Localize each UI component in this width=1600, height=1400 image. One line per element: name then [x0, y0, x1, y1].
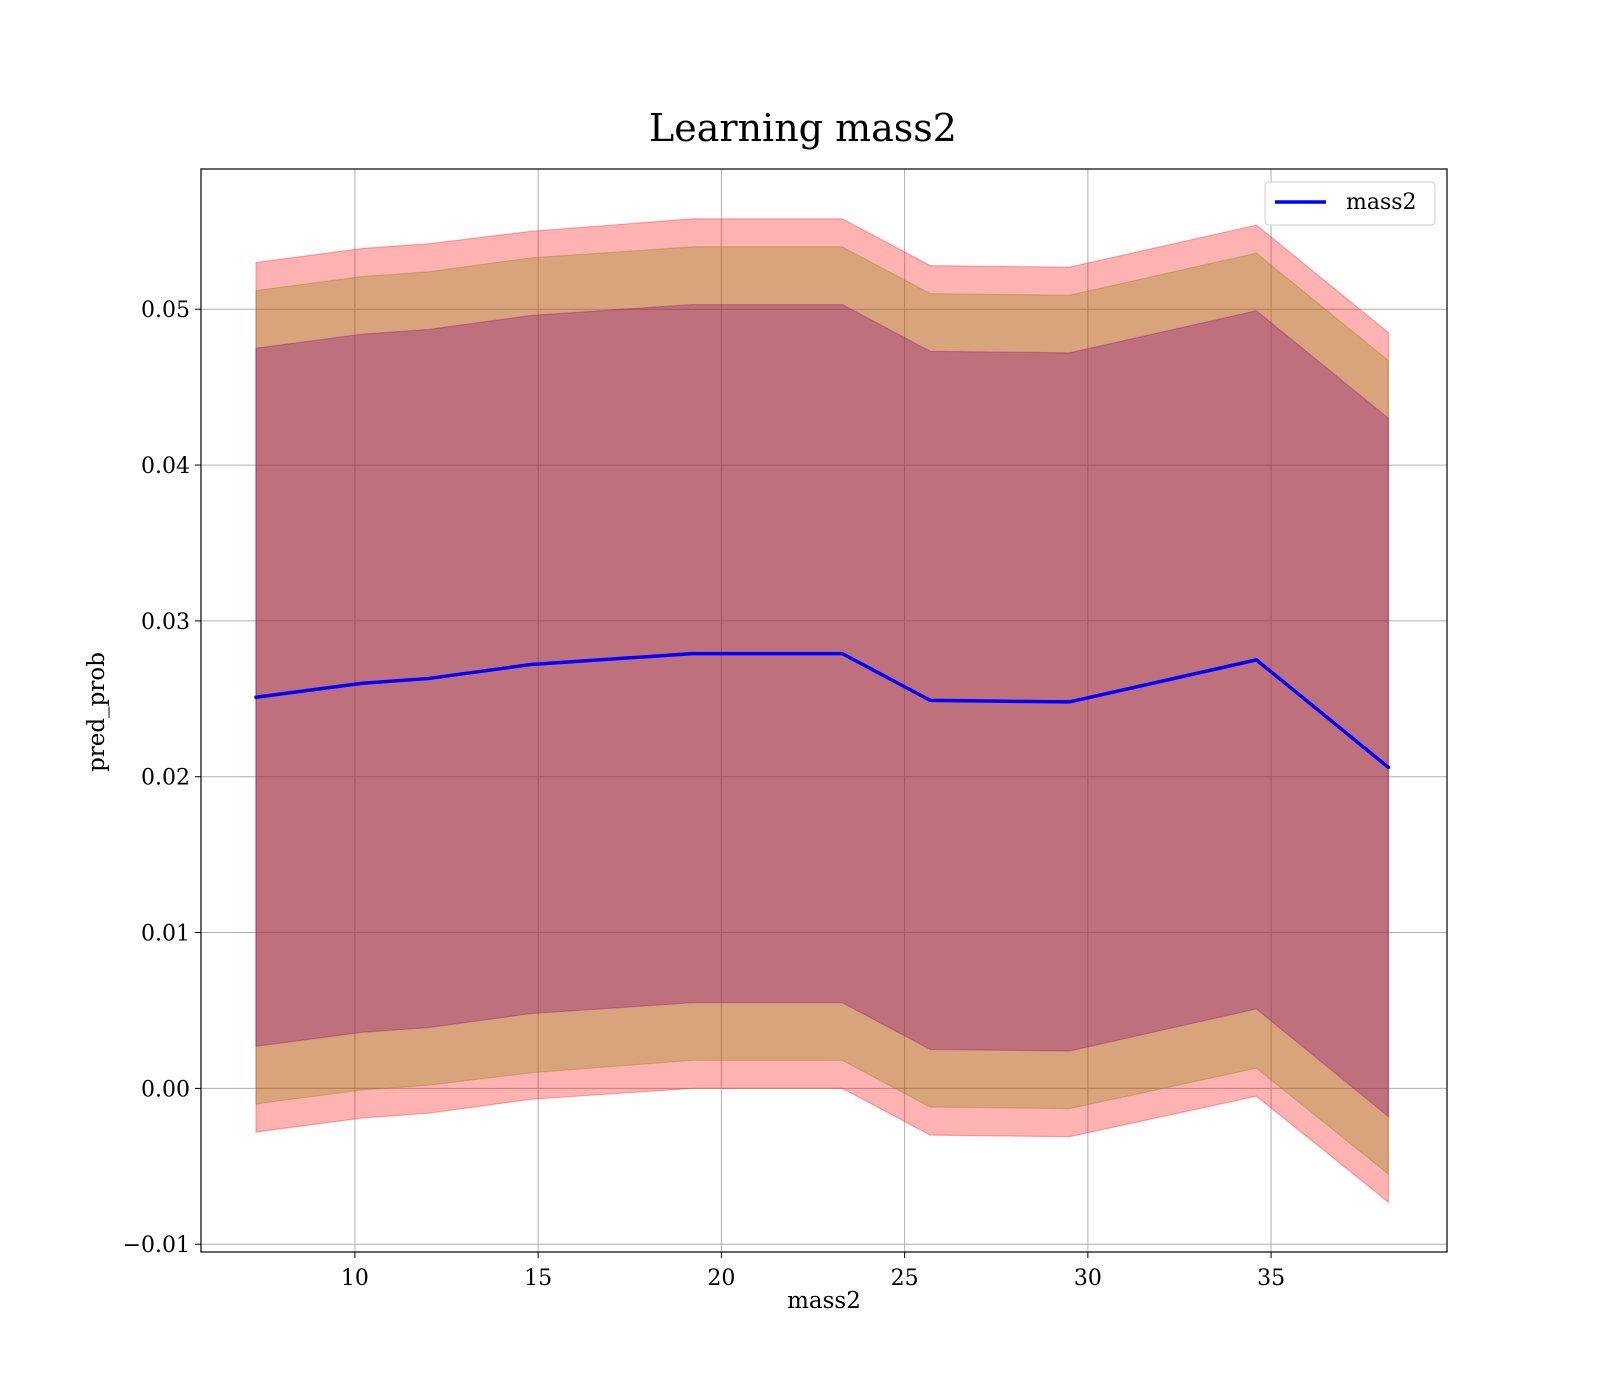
x-tick-label: 25 — [891, 1266, 919, 1291]
plot-frame — [200, 168, 1448, 1253]
x-tick-label: 30 — [1074, 1266, 1102, 1291]
series-lines — [254, 651, 1391, 770]
confidence-band-1 — [255, 218, 1389, 1204]
x-tick-label: 15 — [524, 1266, 552, 1291]
y-tick-label: 0.01 — [141, 922, 190, 947]
legend-box — [1264, 181, 1436, 226]
y-tick-label: 0.03 — [141, 610, 190, 635]
y-tick-label: 0.02 — [141, 766, 190, 791]
x-axis-ticks: 10 15 20 25 30 35 — [341, 1252, 1285, 1291]
y-tick-label: 0.05 — [141, 298, 190, 323]
confidence-band-3 — [255, 303, 1389, 1118]
legend-label-mass2: mass2 — [1346, 190, 1417, 215]
series-line-mass2 — [254, 651, 1391, 770]
x-axis-label: mass2 — [787, 1288, 861, 1314]
x-tick-label: 35 — [1257, 1266, 1285, 1291]
y-tick-label: 0.00 — [141, 1077, 190, 1102]
x-tick-label: 10 — [341, 1266, 369, 1291]
chart-title: Learning mass2 — [649, 106, 957, 150]
y-axis-label: pred_prob — [84, 652, 110, 772]
grid — [201, 169, 1447, 1252]
legend: mass2 — [1264, 181, 1436, 226]
confidence-band-2 — [255, 246, 1389, 1176]
y-tick-label: 0.04 — [141, 454, 190, 479]
y-axis-ticks: −0.01 0.00 0.01 0.02 0.03 0.04 0.05 — [123, 298, 201, 1258]
y-tick-label: −0.01 — [123, 1233, 190, 1258]
x-tick-label: 20 — [707, 1266, 735, 1291]
confidence-bands — [255, 218, 1389, 1204]
